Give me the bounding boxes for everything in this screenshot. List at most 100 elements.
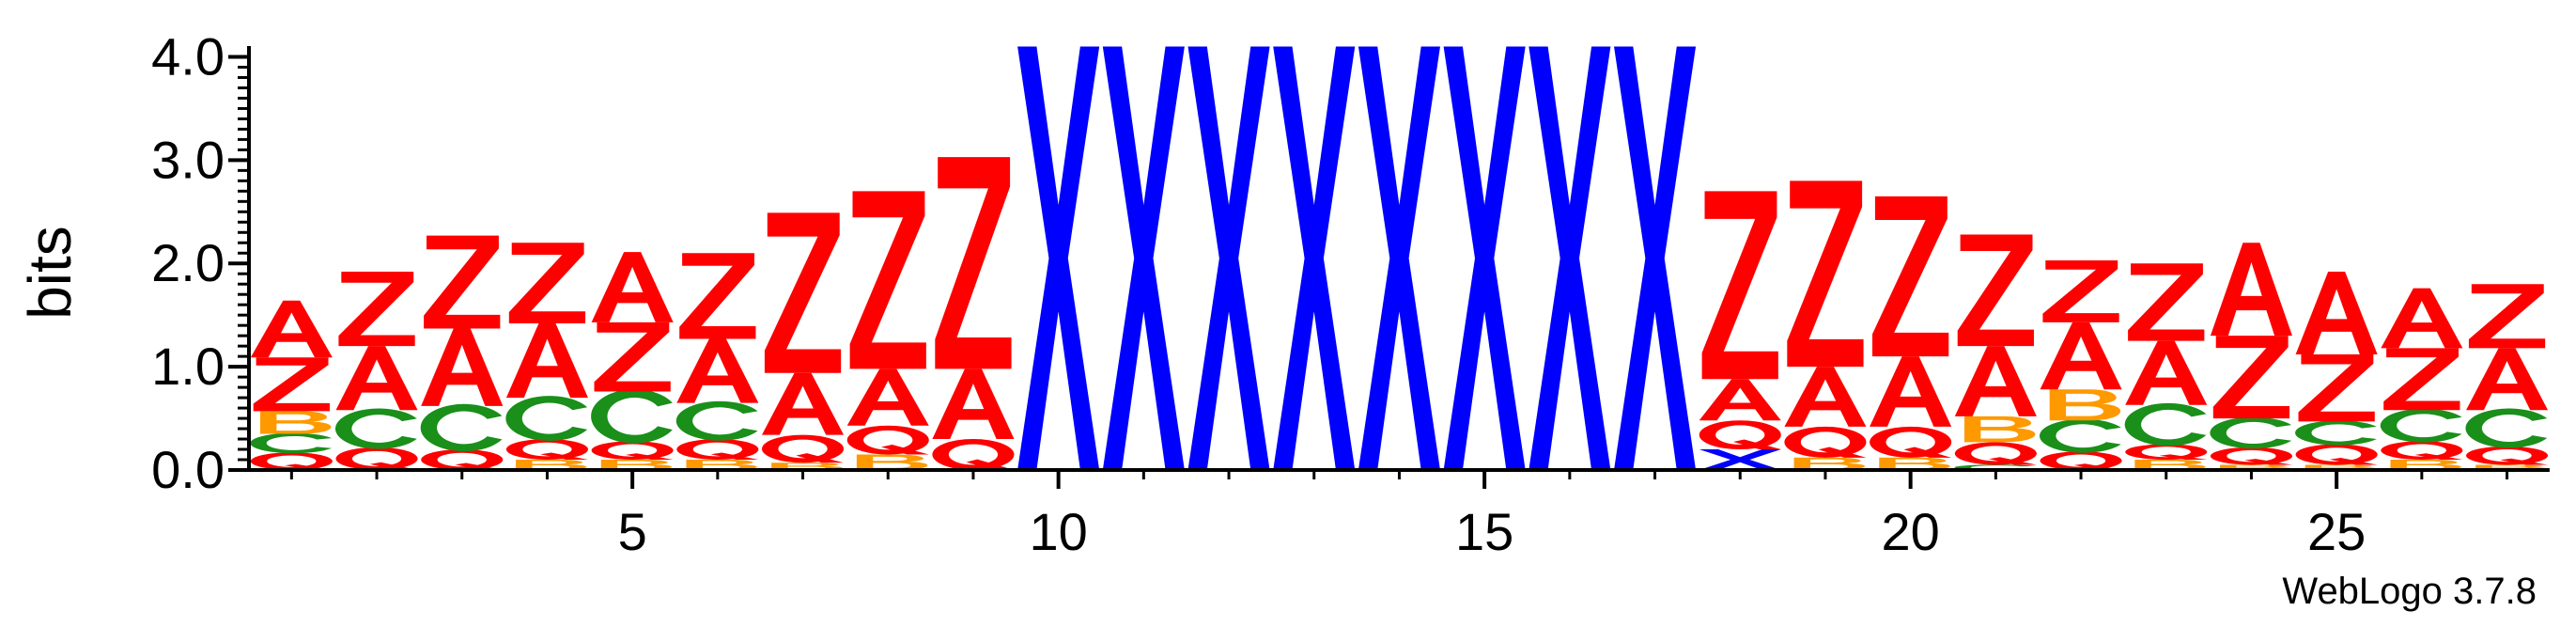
logo-letter-Z-pos-18 [1701, 191, 1778, 380]
logo-letter-Z-pos-7 [764, 212, 842, 373]
logo-letter-X-pos-18 [1699, 449, 1781, 470]
logo-letter-X-pos-13 [1273, 46, 1356, 471]
logo-letter-B-pos-22 [2049, 389, 2121, 421]
position-stack-17 [1614, 46, 1697, 471]
position-stack-12 [1187, 46, 1270, 471]
position-stack-15 [1443, 46, 1526, 471]
logo-letter-Q-pos-2 [335, 447, 418, 471]
logo-letter-Z-pos-8 [849, 191, 926, 369]
logo-letter-C-pos-24 [2210, 416, 2292, 449]
position-stack-16 [1529, 46, 1611, 471]
position-stack-9 [932, 157, 1015, 471]
logo-letter-Q-pos-24 [2210, 447, 2292, 465]
logo-letter-A-pos-23 [2125, 340, 2208, 405]
logo-letter-A-pos-20 [1870, 356, 1952, 427]
logo-letter-B-pos-26 [2390, 460, 2461, 471]
position-stack-5 [591, 252, 674, 471]
logo-letter-A-pos-2 [335, 346, 418, 411]
logo-letter-A-pos-19 [1784, 367, 1867, 427]
logo-letter-A-pos-9 [932, 368, 1015, 440]
logo-letter-Z-pos-3 [424, 235, 501, 329]
position-stack-19 [1784, 180, 1867, 470]
logo-letter-Q-pos-3 [421, 449, 504, 470]
logo-letter-Z-pos-22 [2042, 259, 2119, 322]
logo-letter-B-pos-1 [259, 411, 332, 434]
logo-letter-Z-pos-4 [508, 243, 586, 323]
position-stack-26 [2380, 288, 2463, 471]
logo-letter-B-pos-5 [600, 460, 673, 471]
logo-letter-C-pos-5 [591, 389, 673, 444]
logo-letter-A-pos-22 [2040, 321, 2122, 390]
position-stack-24 [2210, 243, 2292, 471]
position-stack-3 [420, 235, 504, 470]
logo-letter-Q-pos-23 [2125, 444, 2208, 461]
logo-letter-Q-pos-18 [1699, 420, 1781, 450]
logo-letter-Q-pos-8 [846, 425, 929, 455]
letter-stacks [250, 46, 2549, 471]
logo-letter-Z-pos-25 [2298, 353, 2375, 422]
logo-letter-C-pos-6 [675, 400, 758, 441]
logo-letter-Z-pos-2 [338, 272, 415, 347]
logo-letter-A-pos-18 [1699, 379, 1781, 421]
logo-letter-Z-pos-5 [594, 321, 671, 392]
logo-letter-A-pos-24 [2210, 243, 2292, 337]
logo-letter-B-pos-4 [516, 460, 587, 471]
logo-letter-C-pos-1 [250, 432, 333, 454]
logo-letter-A-pos-25 [2295, 272, 2378, 354]
logo-letter-Z-pos-9 [935, 157, 1012, 369]
logo-letter-A-pos-3 [421, 328, 504, 406]
y-tick-label: 4.0 [151, 26, 225, 86]
logo-letter-Q-pos-26 [2381, 441, 2463, 461]
position-stack-18 [1699, 191, 1781, 470]
logo-letter-C-pos-26 [2380, 408, 2462, 443]
position-stack-10 [1017, 46, 1100, 471]
logo-letter-Q-pos-4 [505, 439, 588, 461]
logo-letter-A-pos-21 [1954, 346, 2037, 416]
logo-letter-C-pos-22 [2040, 418, 2121, 453]
logo-letter-X-pos-17 [1614, 46, 1697, 471]
y-tick-label: 0.0 [151, 440, 225, 499]
position-stack-11 [1102, 46, 1185, 471]
logo-letter-Z-pos-20 [1872, 196, 1949, 357]
logo-letter-Q-pos-9 [932, 439, 1015, 471]
logo-letter-Z-pos-26 [2383, 348, 2460, 411]
x-tick-label: 15 [1455, 502, 1513, 561]
position-stack-20 [1870, 196, 1952, 470]
logo-letter-Q-pos-22 [2040, 451, 2122, 470]
logo-letter-Q-pos-1 [250, 452, 333, 471]
position-stack-21 [1954, 234, 2037, 471]
position-stack-4 [505, 243, 588, 471]
logo-letter-Z-pos-1 [253, 357, 330, 412]
logo-letter-Q-pos-25 [2295, 444, 2378, 465]
logo-letter-B-pos-6 [686, 460, 757, 471]
logo-letter-X-pos-16 [1529, 46, 1611, 471]
logo-letter-A-pos-8 [846, 368, 929, 426]
logo-letter-A-pos-6 [676, 338, 759, 403]
logo-letter-Q-pos-6 [676, 439, 759, 461]
y-tick-label: 2.0 [151, 233, 225, 292]
y-tick-label: 1.0 [151, 337, 225, 396]
y-axis-label: bits [16, 226, 84, 320]
x-tick-label: 20 [1882, 502, 1940, 561]
logo-letter-Z-pos-21 [1957, 234, 2034, 347]
logo-letter-A-pos-26 [2381, 288, 2463, 349]
position-stack-13 [1273, 46, 1356, 471]
x-tick-label: 10 [1030, 502, 1088, 561]
logo-letter-A-pos-5 [591, 252, 674, 322]
logo-letter-C-pos-2 [335, 408, 417, 449]
logo-letter-B-pos-20 [1879, 457, 1950, 470]
logo-letter-A-pos-27 [2466, 348, 2549, 411]
logo-letter-Z-pos-27 [2468, 284, 2546, 349]
logo-letter-Q-pos-21 [1954, 442, 2037, 465]
logo-letter-X-pos-14 [1358, 46, 1440, 471]
logo-letter-B-pos-8 [856, 454, 928, 471]
position-stack-14 [1358, 46, 1440, 471]
logo-letter-C-pos-25 [2295, 420, 2377, 446]
logo-letter-A-pos-4 [505, 322, 588, 399]
logo-letter-B-pos-23 [2134, 460, 2206, 471]
logo-letter-Z-pos-24 [2212, 336, 2290, 419]
x-tick-label: 5 [618, 502, 647, 561]
weblogo-credit: WebLogo 3.7.8 [2282, 571, 2537, 612]
logo-letter-B-pos-21 [1963, 415, 2036, 443]
logo-letter-Z-pos-23 [2128, 263, 2205, 341]
